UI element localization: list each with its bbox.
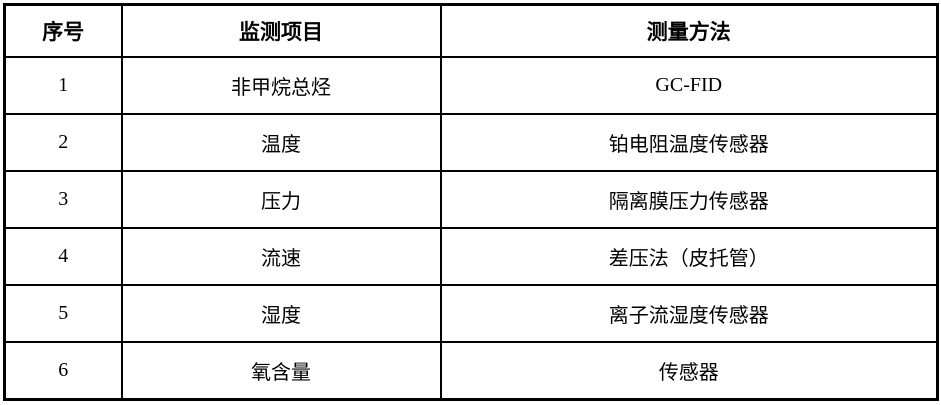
cell-serial: 5 (3, 284, 123, 344)
table-row: 3 压力 隔离膜压力传感器 (3, 169, 939, 229)
cell-method: 隔离膜压力传感器 (439, 169, 939, 229)
header-cell-item: 监测项目 (120, 3, 442, 58)
cell-method: 离子流湿度传感器 (439, 284, 939, 344)
cell-item: 温度 (120, 112, 442, 172)
table-row: 2 温度 铂电阻温度传感器 (3, 112, 939, 172)
cell-serial: 3 (3, 169, 123, 229)
table-row: 5 湿度 离子流湿度传感器 (3, 284, 939, 344)
cell-item: 湿度 (120, 284, 442, 344)
monitoring-table: 序号 监测项目 测量方法 1 非甲烷总烃 GC-FID 2 温度 铂电阻温度传感… (3, 3, 939, 401)
cell-serial: 1 (3, 55, 123, 115)
cell-method: 差压法（皮托管） (439, 226, 939, 287)
table-row: 1 非甲烷总烃 GC-FID (3, 55, 939, 115)
cell-serial: 6 (3, 341, 123, 401)
cell-item: 非甲烷总烃 (120, 55, 442, 115)
cell-method: GC-FID (439, 55, 939, 115)
cell-method: 传感器 (439, 341, 939, 401)
cell-item: 氧含量 (120, 341, 442, 401)
cell-serial: 2 (3, 112, 123, 172)
header-cell-method: 测量方法 (439, 3, 939, 58)
cell-item: 压力 (120, 169, 442, 229)
table-header-row: 序号 监测项目 测量方法 (3, 3, 939, 58)
header-cell-serial: 序号 (3, 3, 123, 58)
cell-item: 流速 (120, 226, 442, 287)
cell-method: 铂电阻温度传感器 (439, 112, 939, 172)
table-row: 6 氧含量 传感器 (3, 341, 939, 401)
table-row: 4 流速 差压法（皮托管） (3, 226, 939, 287)
cell-serial: 4 (3, 226, 123, 287)
